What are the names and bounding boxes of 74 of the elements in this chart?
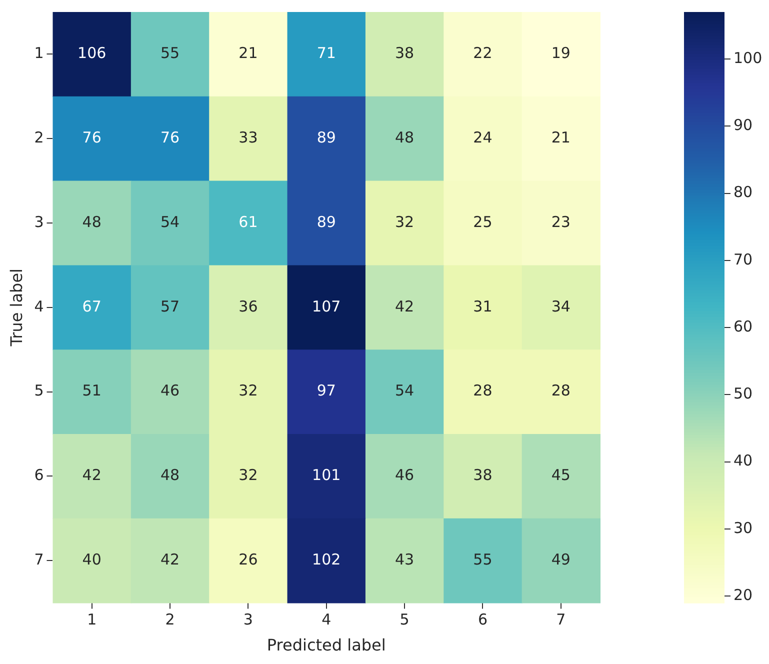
data-label: 28 xyxy=(551,382,570,400)
y-axis-title: True label xyxy=(6,268,26,348)
data-label: 57 xyxy=(160,297,180,316)
data-label: 67 xyxy=(82,297,102,316)
data-label: 61 xyxy=(238,212,258,231)
data-label: 19 xyxy=(551,44,570,62)
data-label: 32 xyxy=(238,466,258,484)
data-label: 46 xyxy=(160,382,180,400)
data-label: 25 xyxy=(473,212,492,231)
data-label: 48 xyxy=(82,212,102,231)
data-label: 42 xyxy=(82,466,102,484)
color-bar-label: 30 xyxy=(734,518,753,537)
data-label: 43 xyxy=(395,550,414,568)
color-bar-label: 20 xyxy=(734,586,753,604)
data-label: 36 xyxy=(238,297,258,316)
x-tick-label: 7 xyxy=(556,610,566,629)
data-label: 22 xyxy=(473,44,492,62)
data-label: 42 xyxy=(160,550,180,568)
y-tick-label: 2 xyxy=(34,128,44,146)
data-label: 106 xyxy=(78,44,106,62)
color-bar-label: 60 xyxy=(734,317,753,336)
x-tick-label: 1 xyxy=(87,610,97,629)
data-label: 34 xyxy=(551,297,570,316)
color-bar-label: 50 xyxy=(734,384,753,403)
data-label: 102 xyxy=(312,550,341,568)
y-tick-label: 5 xyxy=(34,382,44,400)
x-tick-label: 2 xyxy=(165,610,175,629)
data-label: 54 xyxy=(395,382,414,400)
data-label: 54 xyxy=(160,212,180,231)
data-label: 38 xyxy=(395,44,414,62)
data-label: 71 xyxy=(316,44,336,62)
data-label: 76 xyxy=(160,128,180,146)
data-label: 55 xyxy=(473,550,492,568)
x-tick-label: 4 xyxy=(322,610,332,629)
color-bar-label: 40 xyxy=(734,452,753,470)
data-label: 21 xyxy=(551,128,570,146)
x-tick-label: 6 xyxy=(478,610,488,629)
data-label: 32 xyxy=(238,382,258,400)
color-bar-label: 90 xyxy=(734,116,753,134)
data-label: 107 xyxy=(312,297,341,316)
y-tick-label: 3 xyxy=(34,212,44,231)
y-tick-label: 4 xyxy=(34,297,44,316)
data-label: 101 xyxy=(312,466,341,484)
data-label: 23 xyxy=(551,212,570,231)
x-tick-label: 5 xyxy=(400,610,410,629)
color-bar-label: 70 xyxy=(734,250,753,268)
y-tick-label: 6 xyxy=(34,466,44,484)
data-label: 31 xyxy=(473,297,492,316)
data-label: 21 xyxy=(238,44,258,62)
data-label: 49 xyxy=(551,550,570,568)
data-label: 48 xyxy=(160,466,180,484)
color-bar-label: 80 xyxy=(734,183,753,202)
data-label: 24 xyxy=(473,128,492,146)
data-label: 51 xyxy=(82,382,102,400)
x-axis-title: Predicted label xyxy=(266,636,386,655)
data-label: 32 xyxy=(395,212,414,231)
data-label: 26 xyxy=(238,550,258,568)
data-label: 42 xyxy=(395,297,414,316)
data-label: 45 xyxy=(551,466,570,484)
data-label: 28 xyxy=(473,382,492,400)
data-label: 76 xyxy=(82,128,102,146)
data-label: 55 xyxy=(160,44,180,62)
data-label: 46 xyxy=(395,466,414,484)
data-label: 89 xyxy=(316,128,336,146)
x-tick-label: 3 xyxy=(243,610,253,629)
data-label: 97 xyxy=(316,382,336,400)
y-tick-label: 1 xyxy=(34,44,44,62)
data-label: 40 xyxy=(82,550,102,568)
y-tick-label: 7 xyxy=(34,550,44,568)
data-label: 33 xyxy=(238,128,258,146)
data-label: 48 xyxy=(395,128,414,146)
data-label: 89 xyxy=(316,212,336,231)
color-bar-label: 100 xyxy=(734,48,762,67)
data-label: 38 xyxy=(473,466,492,484)
